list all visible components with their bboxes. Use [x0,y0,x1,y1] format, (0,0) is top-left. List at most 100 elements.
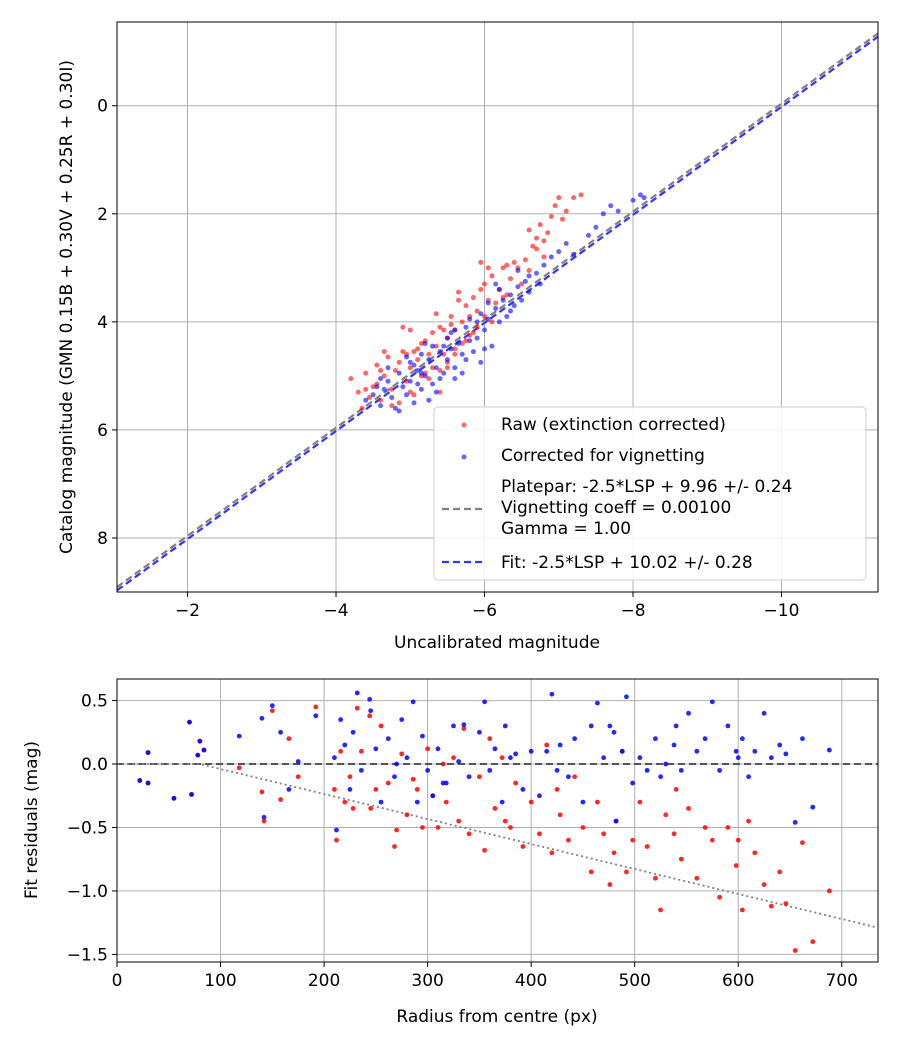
data-point [354,705,360,711]
data-point [441,370,447,376]
data-point [385,736,391,742]
data-point [400,324,406,330]
data-point [470,330,476,336]
data-point [482,313,488,319]
data-point [452,365,458,371]
data-point [363,397,369,403]
data-point [580,825,586,830]
data-point [702,825,708,830]
data-point [541,238,547,244]
data-point [611,850,617,856]
data-point [347,774,353,780]
fit-line [117,35,878,592]
data-point [739,907,745,913]
bottom-scatter-points [137,690,832,953]
data-point [373,787,379,792]
data-point [385,365,391,371]
data-point [709,699,715,705]
data-point [187,719,192,725]
data-point [735,755,741,761]
data-point [459,319,465,325]
data-point [426,351,432,357]
data-point [476,774,482,780]
data-point [399,751,405,757]
data-point [392,405,398,411]
y-tick-label: −1.5 [67,945,108,965]
data-point [548,254,554,260]
data-point [678,856,684,862]
data-point [392,367,398,373]
legend-box [433,406,867,581]
data-point [541,262,547,268]
data-point [358,767,364,773]
data-point [350,806,356,811]
data-point [435,746,441,752]
data-point [571,195,577,201]
data-point [537,793,542,799]
data-point [389,394,395,400]
data-point [444,335,450,341]
data-point [709,837,715,843]
data-point [414,799,420,805]
data-point [461,722,467,728]
data-point [652,875,658,881]
data-point [426,397,432,403]
data-point [492,806,498,811]
data-point [777,742,783,748]
data-point [500,297,506,303]
data-point [420,733,425,739]
data-point [487,736,493,742]
legend-marker-raw [461,422,467,428]
data-point [694,748,700,754]
data-point [440,780,446,786]
data-point [332,755,337,761]
data-point [637,755,643,761]
legend-label-platepar: Platepar: -2.5*LSP + 9.96 +/- 0.24 Vignet… [501,477,792,539]
top-x-axis-label: Uncalibrated magnitude [394,633,600,653]
legend-label-corrected: Corrected for vignetting [501,446,705,466]
bottom-ticks: 0 100 200 300 400 500 600 700 0.5 0.0 −0.5 −1.0 −1.5 [67,692,858,991]
data-point [342,742,348,748]
x-tick-label: −8 [620,601,645,621]
data-point [493,300,499,306]
data-point [415,367,421,373]
data-point [733,748,739,754]
data-point [549,691,555,697]
data-point [482,699,487,705]
data-point [630,837,636,843]
data-point [452,327,458,333]
data-point [451,755,456,761]
data-point [611,729,617,735]
data-point [334,827,339,833]
data-point [426,357,432,363]
x-tick-label: 0 [112,971,123,991]
data-point [673,723,679,729]
x-tick-label: −10 [764,601,800,621]
data-point [370,384,376,390]
data-point [451,723,456,729]
data-point [404,378,410,384]
data-point [545,230,551,236]
data-point [410,699,416,705]
data-point [566,837,571,843]
x-tick-label: 300 [411,971,443,991]
data-point [548,214,554,220]
legend-marker-corrected [461,454,467,460]
data-point [752,748,758,754]
data-point [478,286,484,292]
x-tick-label: 400 [515,971,547,991]
x-tick-label: 700 [826,971,858,991]
data-point [526,268,532,274]
data-point [761,710,767,716]
data-point [470,349,476,355]
data-point [411,392,417,398]
data-point [441,351,447,357]
data-point [826,888,832,894]
data-point [396,359,402,365]
data-point [607,882,613,887]
fit-line [117,32,878,589]
data-point [515,268,521,274]
legend-label-fit: Fit: -2.5*LSP + 10.02 +/- 0.28 [501,553,753,573]
data-point [407,327,413,333]
